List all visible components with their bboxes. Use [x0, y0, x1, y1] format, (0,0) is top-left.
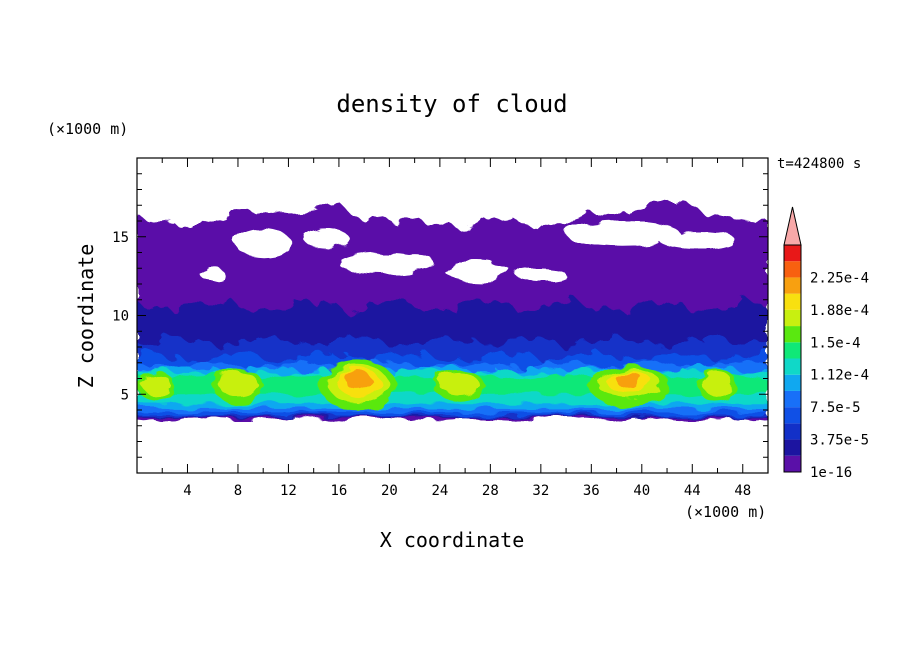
colorbar-swatch — [784, 245, 801, 262]
x-tick-label: 28 — [482, 483, 499, 499]
colorbar-swatch — [784, 390, 801, 408]
colorbar-label: 1.5e-4 — [810, 335, 861, 351]
cloud-core — [218, 370, 258, 397]
clear-sky-gap — [395, 254, 434, 270]
cloud-core — [141, 373, 171, 394]
clear-sky-gap — [303, 228, 350, 248]
colorbar-label: 1.88e-4 — [810, 303, 869, 319]
clear-sky-gap — [399, 174, 531, 192]
x-axis-ticks: 4 8 12 16 20 24 28 32 36 40 44 48 — [161, 158, 769, 499]
colorbar-swatch — [784, 358, 801, 375]
colorbar-swatch — [784, 374, 801, 391]
colorbar-swatch — [784, 293, 801, 310]
colorbar-swatch — [784, 342, 801, 359]
cloud-field — [137, 174, 768, 422]
clear-sky-gap — [733, 180, 765, 206]
clear-sky-gap — [566, 221, 680, 247]
x-tick-label: 16 — [330, 483, 347, 499]
x-tick-label: 48 — [734, 483, 751, 499]
y-tick-label: 10 — [112, 309, 129, 325]
chart-title: density of cloud — [336, 90, 567, 118]
colorbar-extend-triangle — [783, 206, 802, 246]
colorbar-label: 7.5e-5 — [810, 400, 861, 416]
x-tick-label: 4 — [183, 483, 191, 499]
clear-sky-gap — [147, 208, 178, 225]
cloud-core — [344, 369, 371, 390]
cloud-core — [439, 372, 479, 396]
x-tick-label: 40 — [633, 483, 650, 499]
x-tick-label: 32 — [532, 483, 549, 499]
colorbar-label: 3.75e-5 — [810, 433, 869, 449]
x-tick-label: 24 — [431, 483, 448, 499]
colorbar-swatch — [784, 326, 801, 343]
colorbar-swatch — [784, 423, 801, 440]
cloud-core — [701, 372, 734, 396]
cloud-core — [615, 372, 643, 388]
y-unit-label: (×1000 m) — [47, 120, 128, 138]
colorbar-swatch — [784, 455, 801, 472]
colorbar-label: 2.25e-4 — [810, 270, 869, 286]
x-axis-label: X coordinate — [380, 528, 525, 552]
x-tick-label: 20 — [381, 483, 398, 499]
cloud-contours — [137, 174, 768, 422]
clear-sky-gap — [248, 195, 329, 213]
clear-sky-gap — [660, 232, 737, 251]
x-tick-label: 12 — [280, 483, 297, 499]
colorbar-swatch — [784, 439, 801, 456]
x-tick-label: 36 — [583, 483, 600, 499]
clear-sky-gap — [200, 269, 226, 281]
clear-sky-gap — [235, 228, 291, 258]
time-label: t=424800 s — [777, 156, 861, 172]
colorbar-label: 1.12e-4 — [810, 368, 869, 384]
colorbar-swatch — [784, 309, 801, 327]
y-tick-label: 5 — [121, 387, 129, 403]
x-tick-label: 8 — [234, 483, 242, 499]
x-tick-label: 44 — [684, 483, 701, 499]
clear-sky-gap — [515, 269, 567, 281]
clear-sky-gap — [444, 261, 511, 281]
y-axis-label: Z coordinate — [74, 244, 98, 389]
colorbar-swatch — [784, 407, 801, 424]
x-unit-label: (×1000 m) — [685, 503, 766, 521]
colorbar-swatch — [784, 261, 801, 278]
colorbar-swatch — [784, 277, 801, 294]
colorbar-label: 1e-16 — [810, 465, 852, 481]
colorbar: 1e-16 3.75e-5 7.5e-5 1.12e-4 1.5e-4 1.88e-4 2.… — [783, 206, 869, 481]
y-axis-ticks: 5 10 15 — [112, 173, 768, 458]
y-tick-label: 15 — [112, 230, 129, 246]
